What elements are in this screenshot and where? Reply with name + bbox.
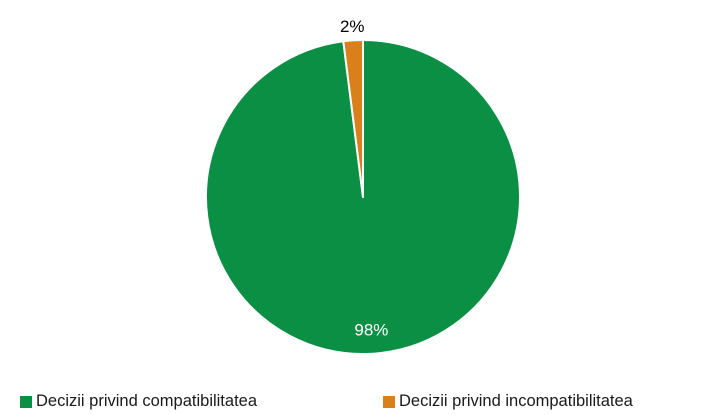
legend-item-compatibilitatea: Decizii privind compatibilitatea <box>20 392 257 411</box>
legend-label-compatibilitatea: Decizii privind compatibilitatea <box>36 392 258 410</box>
pie-slice-incompatibilitatea <box>342 39 364 198</box>
data-label-compatibilitatea: 98% <box>354 321 388 340</box>
legend-item-incompatibilitatea: Decizii privind incompatibilitatea <box>383 392 633 411</box>
pie-slices <box>205 39 521 355</box>
data-label-incompatibilitatea: 2% <box>340 17 365 36</box>
legend-swatch-compatibilitatea <box>20 395 32 408</box>
legend-label-incompatibilitatea: Decizii privind incompatibilitatea <box>399 392 633 410</box>
legend-swatch-incompatibilitatea <box>383 395 395 408</box>
legend: Decizii privind compatibilitatea Decizii… <box>0 392 724 414</box>
pie-data-labels: 98% 2% <box>340 17 388 340</box>
